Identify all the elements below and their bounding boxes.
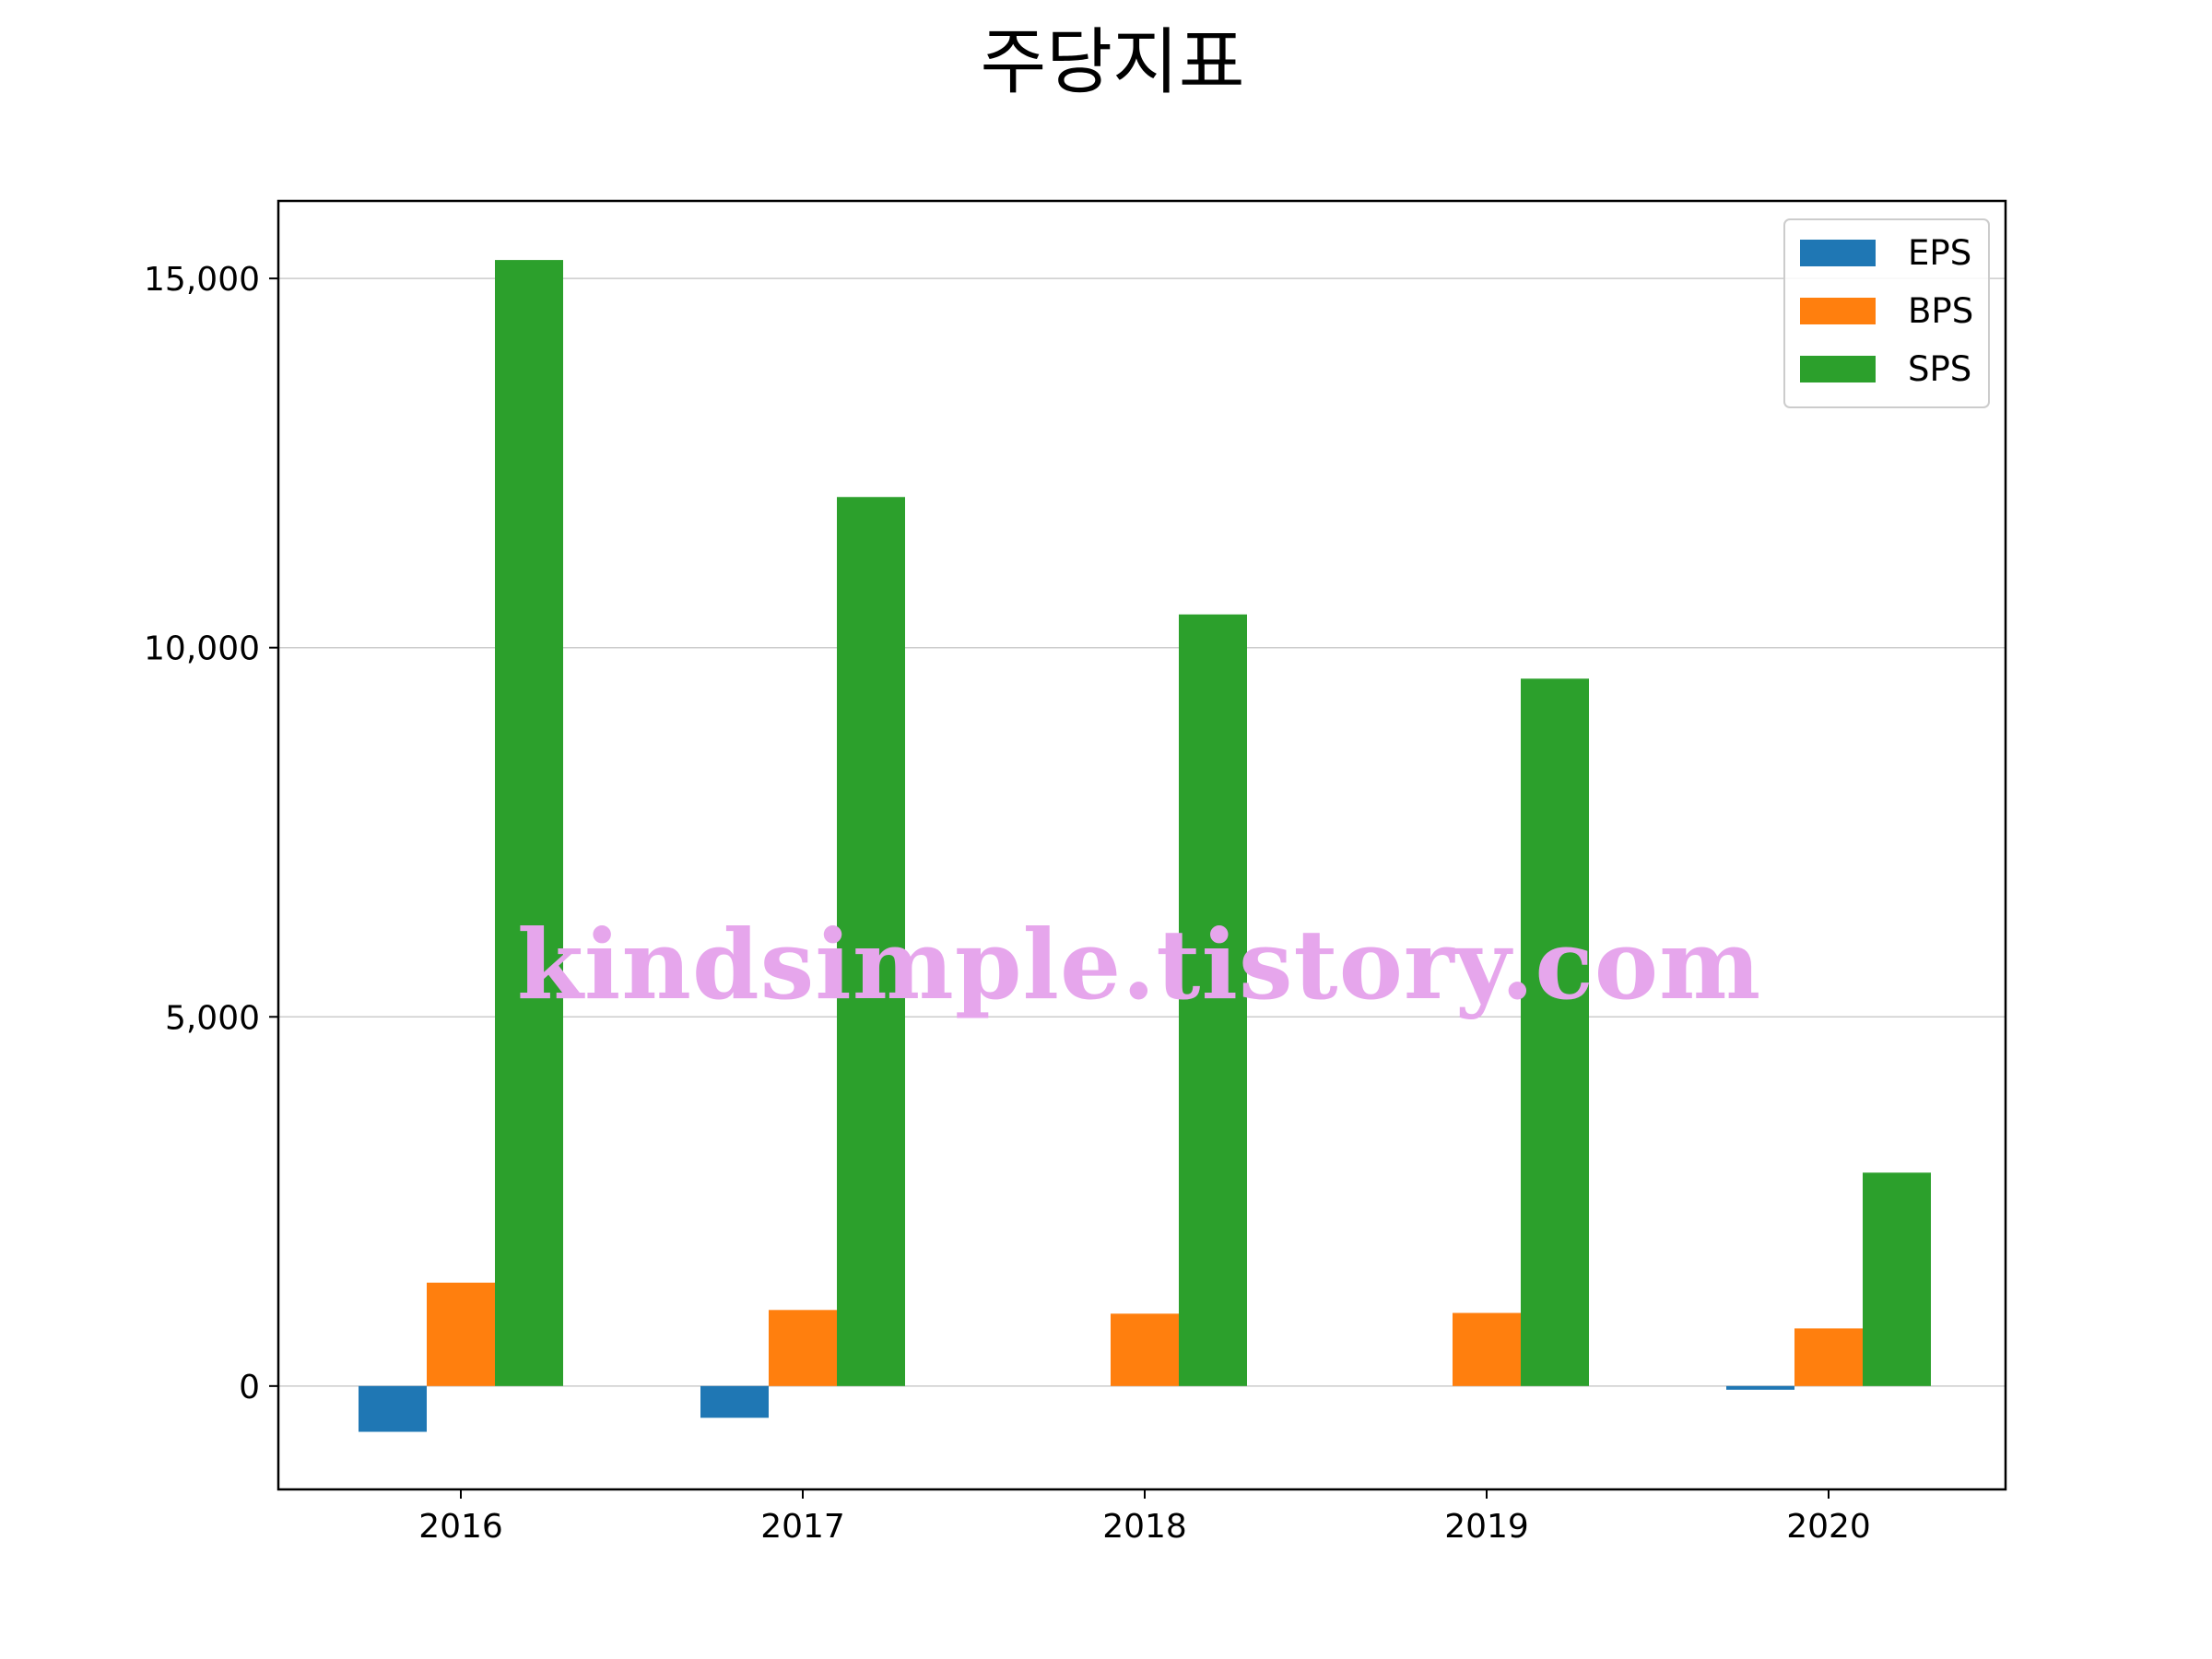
bar-eps-2017 bbox=[700, 1385, 769, 1418]
y-axis: 0 5,000 10,000 15,000 bbox=[144, 261, 278, 1406]
bar-bps-2020 bbox=[1794, 1328, 1863, 1386]
legend-label-sps: SPS bbox=[1908, 349, 1971, 389]
legend-swatch-bps bbox=[1800, 298, 1876, 324]
y-tick-label: 15,000 bbox=[144, 261, 260, 299]
grid-lines bbox=[278, 277, 2006, 1387]
bar-sps-2018 bbox=[1179, 614, 1247, 1386]
x-tick-label: 2020 bbox=[1786, 1508, 1871, 1546]
plot-background bbox=[278, 201, 2006, 1489]
y-tick-label: 10,000 bbox=[144, 630, 260, 668]
legend-label-bps: BPS bbox=[1908, 291, 1973, 331]
legend-label-eps: EPS bbox=[1908, 233, 1971, 273]
x-axis: 2016 2017 2018 2019 2020 bbox=[418, 1489, 1871, 1546]
x-tick-label: 2017 bbox=[760, 1508, 845, 1546]
y-tick-label: 5,000 bbox=[165, 999, 260, 1037]
chart-title: 주당지표 bbox=[980, 21, 1244, 104]
bar-eps-2016 bbox=[359, 1385, 427, 1432]
legend: EPS BPS SPS bbox=[1783, 218, 1990, 408]
bars bbox=[359, 260, 1931, 1432]
legend-swatch-eps bbox=[1800, 240, 1876, 266]
bar-bps-2016 bbox=[427, 1282, 495, 1386]
bar-bps-2019 bbox=[1453, 1312, 1521, 1386]
bar-eps-2020 bbox=[1726, 1385, 1794, 1390]
bar-bps-2018 bbox=[1111, 1313, 1179, 1386]
x-tick-label: 2018 bbox=[1102, 1508, 1187, 1546]
bar-sps-2016 bbox=[495, 260, 563, 1386]
plot-area: 0 5,000 10,000 15,000 2016 2017 2018 2019 2020 bbox=[144, 199, 2007, 1546]
watermark-text: kindsimple.tistory.com bbox=[517, 908, 1761, 1021]
plot-frame bbox=[276, 199, 2007, 1491]
x-tick-label: 2019 bbox=[1444, 1508, 1529, 1546]
x-tick-label: 2016 bbox=[418, 1508, 503, 1546]
bar-bps-2017 bbox=[769, 1310, 837, 1386]
bar-sps-2017 bbox=[837, 497, 905, 1386]
y-tick-label: 0 bbox=[239, 1369, 260, 1406]
legend-swatch-sps bbox=[1800, 356, 1876, 382]
bar-sps-2020 bbox=[1863, 1172, 1931, 1386]
bar-sps-2019 bbox=[1521, 678, 1589, 1386]
